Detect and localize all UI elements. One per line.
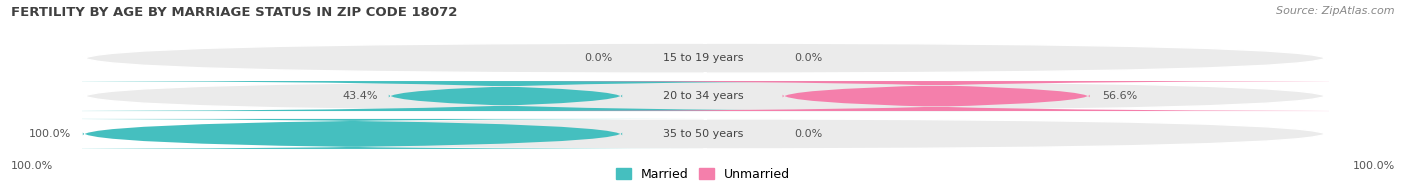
Text: 100.0%: 100.0%: [30, 129, 72, 139]
Text: 0.0%: 0.0%: [794, 129, 823, 139]
Text: Source: ZipAtlas.com: Source: ZipAtlas.com: [1277, 6, 1395, 16]
FancyBboxPatch shape: [83, 81, 1327, 111]
Legend: Married, Unmarried: Married, Unmarried: [612, 163, 794, 186]
FancyBboxPatch shape: [83, 119, 1327, 149]
Text: 35 to 50 years: 35 to 50 years: [662, 129, 744, 139]
FancyBboxPatch shape: [0, 119, 706, 149]
FancyBboxPatch shape: [83, 43, 1327, 73]
Text: 43.4%: 43.4%: [342, 91, 378, 101]
Text: 0.0%: 0.0%: [583, 53, 612, 63]
Text: 56.6%: 56.6%: [1102, 91, 1137, 101]
Text: 15 to 19 years: 15 to 19 years: [662, 53, 744, 63]
Text: 100.0%: 100.0%: [1353, 161, 1395, 171]
Text: FERTILITY BY AGE BY MARRIAGE STATUS IN ZIP CODE 18072: FERTILITY BY AGE BY MARRIAGE STATUS IN Z…: [11, 6, 457, 19]
Text: 20 to 34 years: 20 to 34 years: [662, 91, 744, 101]
FancyBboxPatch shape: [0, 81, 1012, 111]
FancyBboxPatch shape: [467, 81, 1406, 111]
Text: 0.0%: 0.0%: [794, 53, 823, 63]
Text: 100.0%: 100.0%: [11, 161, 53, 171]
